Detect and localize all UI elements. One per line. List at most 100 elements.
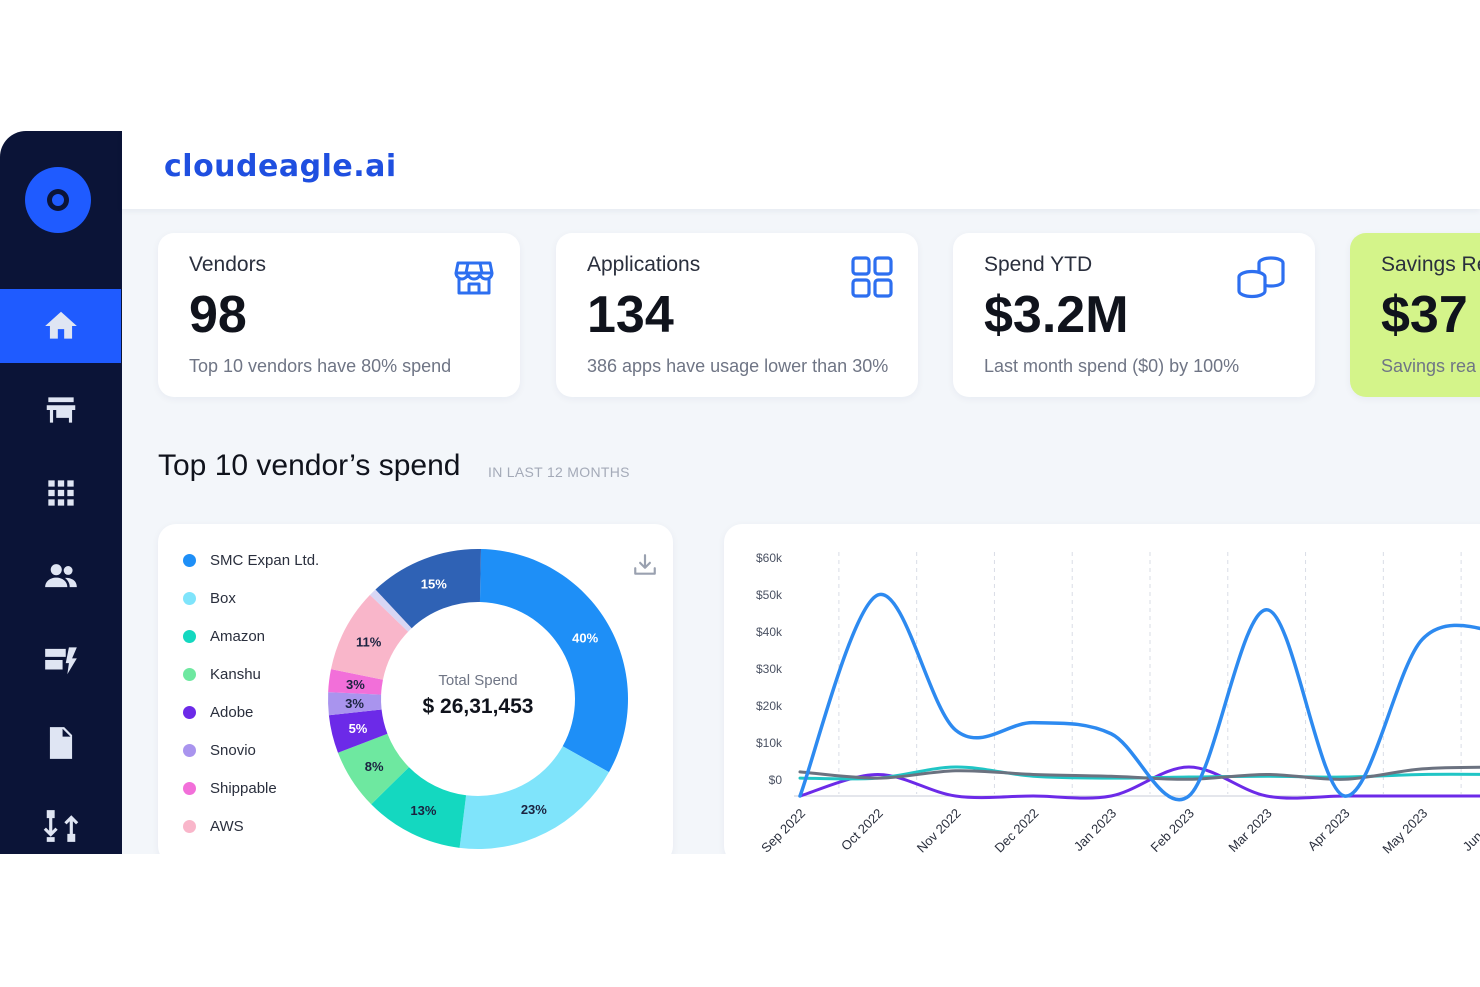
- card-subtitle: Savings rea: [1381, 356, 1477, 376]
- donut-slice[interactable]: [330, 594, 409, 680]
- legend-item[interactable]: Shippable: [183, 780, 277, 797]
- card-subtitle: Last month spend ($0) by 100%: [984, 356, 1240, 376]
- spend-trend-panel: $60k $50k $40k $30k $20k $10k $0 Sep 2022 Oct 20…: [724, 524, 1480, 854]
- home-icon: [44, 311, 77, 339]
- legend-item[interactable]: Box: [183, 590, 236, 607]
- donut-slice-label: 8%: [365, 759, 384, 774]
- donut-center: Total Spend $ 26,31,453: [398, 672, 558, 719]
- nav-vendors[interactable]: [0, 373, 122, 447]
- download-icon[interactable]: [632, 552, 658, 578]
- app-logo[interactable]: [25, 167, 91, 233]
- legend-item[interactable]: Kanshu: [183, 666, 261, 683]
- legend-item[interactable]: Snovio: [183, 742, 256, 759]
- legend-label: SMC Expan Ltd.: [210, 552, 320, 569]
- spend-ytd-card[interactable]: Spend YTD $3.2M Last month spend ($0) by…: [953, 233, 1315, 397]
- vendor-spend-donut-panel: SMC Expan Ltd. Box Amazon Kanshu Adobe Snovio…: [158, 524, 673, 854]
- x-tick-label: May 2023: [1379, 806, 1430, 854]
- integrations-icon: [45, 647, 77, 675]
- card-title: Vendors: [189, 253, 267, 276]
- apps-grid-icon: [48, 480, 74, 506]
- donut-slice[interactable]: [328, 669, 383, 695]
- section-title: Top 10 vendor’s spend: [158, 449, 461, 482]
- legend-label: Shippable: [210, 780, 277, 797]
- legend-label: Snovio: [210, 742, 256, 759]
- x-tick-label: Sep 2022: [758, 806, 808, 854]
- y-tick-label: $50k: [756, 588, 783, 602]
- donut-slice[interactable]: [328, 709, 388, 753]
- vendors-card[interactable]: Vendors 98 Top 10 vendors have 80% spend: [158, 233, 520, 397]
- legend-label: AWS: [210, 818, 244, 835]
- app-frame: cloudeagle.ai Vendors 98 Top 10 vendors …: [0, 131, 1480, 854]
- workflow-icon: [43, 810, 79, 842]
- x-tick-label: Feb 2023: [1148, 806, 1197, 854]
- apps-grid-icon: [851, 256, 893, 298]
- x-tick-label: Nov 2022: [914, 806, 964, 854]
- line-chart: $60k $50k $40k $30k $20k $10k $0 Sep 2022 Oct 20…: [756, 551, 1480, 854]
- legend-label: Adobe: [210, 704, 254, 721]
- legend-swatch: [183, 820, 196, 833]
- card-title: Savings Re: [1381, 253, 1480, 276]
- series-line[interactable]: [798, 592, 1480, 802]
- storefront-icon: [454, 261, 494, 295]
- nav-workflows[interactable]: [0, 789, 122, 854]
- donut-slice-label: 13%: [410, 803, 436, 818]
- donut-chart: 40% 23% 13% 8% 5% 3% 3% 11% 15%: [328, 549, 628, 849]
- series-line[interactable]: [798, 765, 1480, 781]
- x-tick-label: Dec 2022: [991, 806, 1041, 854]
- donut-slice[interactable]: [375, 549, 481, 629]
- card-title: Applications: [587, 253, 701, 276]
- legend-item[interactable]: AWS: [183, 818, 244, 835]
- x-tick-label: Jun 2023: [1460, 806, 1480, 854]
- nav-documents[interactable]: [0, 706, 122, 780]
- series-line[interactable]: [798, 765, 1480, 800]
- legend-item[interactable]: Amazon: [183, 628, 265, 645]
- legend-swatch: [183, 592, 196, 605]
- donut-slice-label: 11%: [356, 635, 382, 650]
- card-subtitle: 386 apps have usage lower than 30%: [587, 356, 889, 376]
- total-spend-value: $ 26,31,453: [422, 695, 534, 718]
- legend-label: Amazon: [210, 628, 266, 645]
- nav-home[interactable]: [0, 289, 121, 363]
- donut-slice-label: 3%: [346, 677, 365, 692]
- nav-integrations[interactable]: [0, 623, 122, 697]
- donut-slice[interactable]: [371, 767, 467, 848]
- donut-slice[interactable]: [479, 549, 628, 773]
- donut-slice-label: 15%: [421, 577, 447, 592]
- legend-item[interactable]: SMC Expan Ltd.: [183, 552, 319, 569]
- donut-slice-label: 5%: [349, 721, 368, 736]
- card-title: Spend YTD: [984, 253, 1093, 276]
- donut-slice[interactable]: [369, 589, 412, 632]
- card-value: 98: [189, 286, 247, 344]
- nav-users[interactable]: [0, 539, 122, 613]
- brand-logo[interactable]: cloudeagle.ai: [164, 149, 397, 184]
- y-tick-label: $20k: [756, 699, 783, 713]
- card-value: $3.2M: [984, 286, 1129, 344]
- x-tick-label: Apr 2023: [1305, 806, 1353, 854]
- x-tick-label: Jan 2023: [1071, 806, 1119, 854]
- legend-swatch: [183, 630, 196, 643]
- nav-applications[interactable]: [0, 456, 122, 530]
- donut-slice[interactable]: [459, 746, 609, 849]
- document-icon: [49, 727, 73, 759]
- donut-slice[interactable]: [328, 692, 382, 716]
- legend-item[interactable]: Adobe: [183, 704, 253, 721]
- y-tick-label: $10k: [756, 736, 783, 750]
- x-tick-label: Mar 2023: [1225, 806, 1274, 854]
- y-tick-label: $60k: [756, 551, 783, 565]
- legend-swatch: [183, 668, 196, 681]
- donut-slice-label: 23%: [521, 802, 547, 817]
- legend-swatch: [183, 782, 196, 795]
- store-icon: [46, 397, 76, 423]
- card-subtitle: Top 10 vendors have 80% spend: [189, 356, 452, 376]
- applications-card[interactable]: Applications 134 386 apps have usage low…: [556, 233, 918, 397]
- donut-slice[interactable]: [337, 733, 409, 805]
- users-icon: [45, 564, 77, 588]
- y-tick-label: $40k: [756, 625, 783, 639]
- savings-card[interactable]: Savings Re $37 Savings rea: [1350, 233, 1480, 397]
- legend-swatch: [183, 744, 196, 757]
- legend-swatch: [183, 554, 196, 567]
- y-tick-label: $30k: [756, 662, 783, 676]
- card-value: $37: [1381, 286, 1468, 344]
- total-spend-label: Total Spend: [438, 672, 518, 689]
- sidebar: [0, 131, 122, 854]
